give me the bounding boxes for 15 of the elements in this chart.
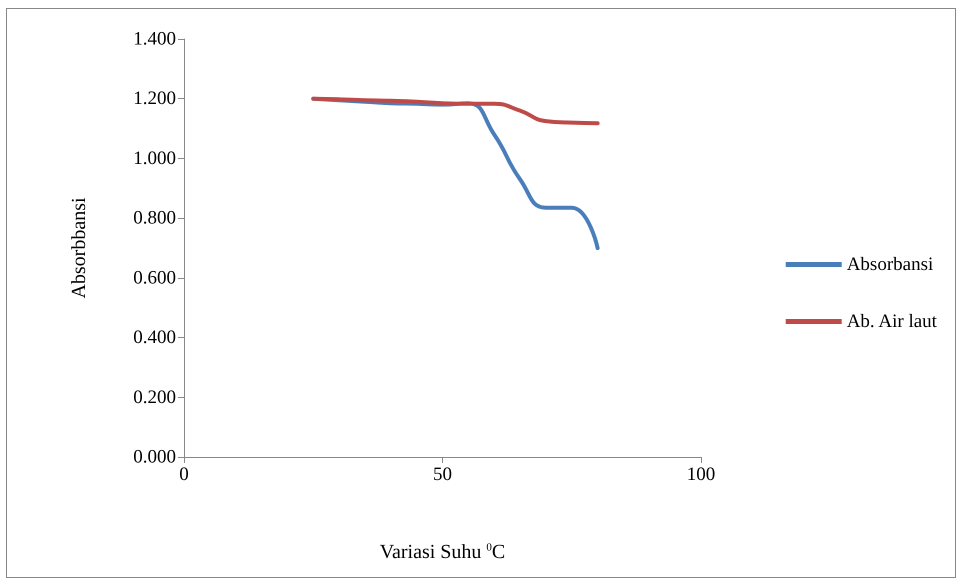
y-tick-label: 1.200 [133,88,176,110]
line-series [311,96,600,126]
y-tick-label: 1.400 [133,28,176,50]
x-tick-label: 100 [686,464,716,485]
y-tick-label: 0.000 [133,446,176,468]
y-tick-label: 1.000 [133,148,176,169]
y-tick-label: 0.200 [133,386,176,408]
legend-label: Absorbansi [846,254,934,275]
y-tick-label: 0.400 [133,327,176,348]
y-tick-label: 0.800 [133,208,176,229]
x-tick-label: 0 [179,464,189,485]
legend-label: Ab. Air laut [846,311,938,332]
y-axis-title: Absorbbansi [68,197,90,299]
y-tick-label: 0.600 [133,267,176,288]
x-tick-label: 50 [433,464,452,485]
